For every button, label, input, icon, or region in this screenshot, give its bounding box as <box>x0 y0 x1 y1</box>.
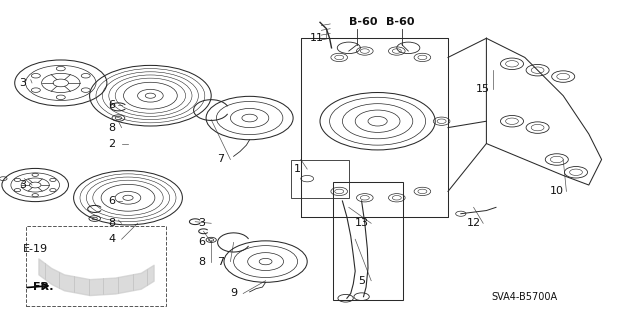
Text: 5: 5 <box>358 276 365 286</box>
Text: 11: 11 <box>310 33 324 43</box>
Text: 12: 12 <box>467 218 481 228</box>
Text: 7: 7 <box>217 154 225 165</box>
Text: 6: 6 <box>109 100 115 110</box>
Text: 13: 13 <box>355 218 369 228</box>
Text: 6: 6 <box>109 196 115 206</box>
Bar <box>26 226 166 306</box>
Text: 3: 3 <box>198 218 205 228</box>
Text: 15: 15 <box>476 84 490 94</box>
Text: 6: 6 <box>198 237 205 248</box>
Text: 9: 9 <box>230 288 237 299</box>
Bar <box>291 160 349 198</box>
Text: 2: 2 <box>108 138 116 149</box>
Text: B-60: B-60 <box>349 17 378 27</box>
Text: 7: 7 <box>217 256 225 267</box>
Text: 3: 3 <box>19 78 26 88</box>
Text: 8: 8 <box>108 122 116 133</box>
Text: B-60: B-60 <box>386 17 414 27</box>
Text: SVA4-B5700A: SVA4-B5700A <box>492 292 558 302</box>
Text: 4: 4 <box>108 234 116 244</box>
Text: 8: 8 <box>198 256 205 267</box>
Text: 1: 1 <box>294 164 301 174</box>
Text: 3: 3 <box>19 180 26 190</box>
Bar <box>333 182 403 300</box>
Text: FR.: FR. <box>33 282 54 292</box>
Text: 8: 8 <box>108 218 116 228</box>
Text: E-19: E-19 <box>22 244 48 254</box>
Text: 10: 10 <box>550 186 564 197</box>
